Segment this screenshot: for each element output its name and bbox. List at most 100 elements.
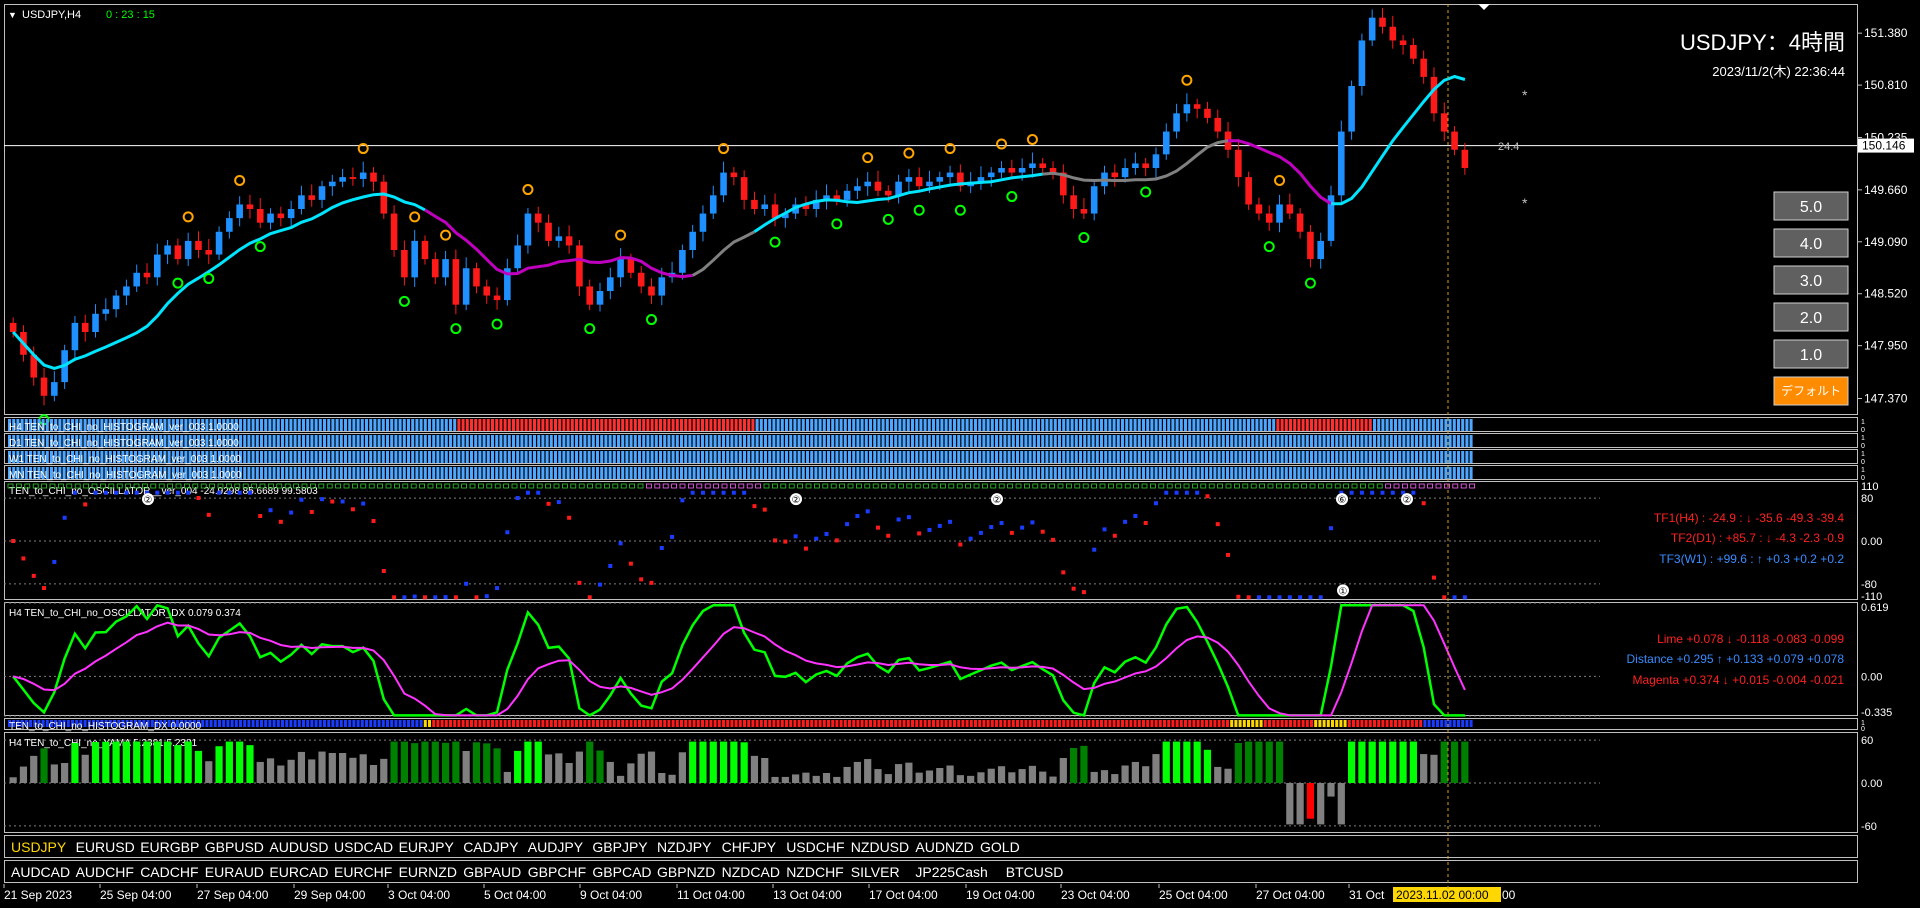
osc-dx-lime-line <box>12 603 1465 717</box>
symbol-button-jp225cash[interactable]: JP225Cash <box>915 864 987 880</box>
zoom-5-0-button[interactable]: 5.0 <box>1773 191 1849 221</box>
symbol-button-nzdusd[interactable]: NZDUSD <box>851 839 909 855</box>
hist-bar <box>1163 435 1166 447</box>
hist-bar <box>873 451 877 463</box>
default-button[interactable]: デフォルト <box>1773 376 1849 406</box>
symbol-button-eurgbp[interactable]: EURGBP <box>140 839 199 855</box>
current-price-box <box>1858 138 1914 153</box>
candle-body <box>277 213 285 219</box>
hist-bar <box>554 467 557 479</box>
yama-bar <box>647 751 656 783</box>
osc-signal-circle <box>1336 493 1348 506</box>
hist-bar <box>121 451 125 463</box>
symbol-button-usdjpy[interactable]: USDJPY <box>11 839 67 855</box>
symbol-button-gbpaud[interactable]: GBPAUD <box>463 864 521 880</box>
symbol-button-chfjpy[interactable]: CHFJPY <box>722 839 777 855</box>
symbol-button-cadjpy[interactable]: CADJPY <box>463 839 519 855</box>
yama-bar <box>1347 741 1356 783</box>
hist-bar <box>1377 435 1381 447</box>
hist-bar <box>1188 419 1192 431</box>
hist-bar <box>8 467 11 479</box>
hist-bar <box>688 467 692 479</box>
symbol-button-gbpchf[interactable]: GBPCHF <box>528 864 586 880</box>
yama-bar <box>905 762 913 783</box>
zoom-2-0-button[interactable]: 2.0 <box>1773 302 1849 332</box>
zoom-1-0-button[interactable]: 1.0 <box>1773 339 1849 369</box>
zoom-3-0-button[interactable]: 3.0 <box>1773 265 1849 295</box>
hist-bar <box>213 451 217 463</box>
osc-dot <box>1081 590 1086 595</box>
hist-bar <box>453 451 457 463</box>
symbol-button-audcad[interactable]: AUDCAD <box>11 864 70 880</box>
osc-dot <box>422 595 427 600</box>
symbol-button-usdchf[interactable]: USDCHF <box>786 839 844 855</box>
hist-bar <box>1116 451 1120 463</box>
candle-body <box>256 209 264 223</box>
hist-bar <box>402 435 406 447</box>
hist-bar <box>764 451 767 463</box>
hist-dx-bar <box>503 720 507 727</box>
symbol-button-eurjpy[interactable]: EURJPY <box>399 839 455 855</box>
hist-dx-bar <box>1284 720 1288 727</box>
hist-bar <box>134 435 137 447</box>
hist-bar <box>1360 419 1364 431</box>
symbol-button-nzdchf[interactable]: NZDCHF <box>786 864 844 880</box>
hist-dx-bar <box>234 720 238 727</box>
symbol-button-eurnzd[interactable]: EURNZD <box>399 864 457 880</box>
hist-dx-bar <box>1255 720 1259 727</box>
symbol-button-gbpcad[interactable]: GBPCAD <box>592 864 651 880</box>
symbol-button-gold[interactable]: GOLD <box>980 839 1020 855</box>
hist-bar <box>1247 435 1250 447</box>
hist-bar <box>29 467 32 479</box>
hist-bar <box>814 467 818 479</box>
symbol-button-btcusd[interactable]: BTCUSD <box>1006 864 1064 880</box>
hist-bar <box>230 467 234 479</box>
hist-dx-bar <box>755 720 759 727</box>
hist-bar <box>390 435 394 447</box>
symbol-button-audjpy[interactable]: AUDJPY <box>528 839 584 855</box>
symbol-button-euraud[interactable]: EURAUD <box>205 864 264 880</box>
hist-bar <box>810 419 814 431</box>
hist-bar <box>45 467 49 479</box>
hist-bar <box>810 451 814 463</box>
symbol-button-audusd[interactable]: AUDUSD <box>269 839 328 855</box>
symbol-button-silver[interactable]: SILVER <box>851 864 900 880</box>
hist-bar <box>125 435 129 447</box>
osc-dot <box>875 525 880 530</box>
chart-shift-icon[interactable] <box>1478 4 1490 10</box>
hist-bar <box>1465 435 1469 447</box>
osc-status-square <box>578 483 585 489</box>
zoom-4-0-button[interactable]: 4.0 <box>1773 228 1849 258</box>
symbol-button-eurcad[interactable]: EURCAD <box>269 864 328 880</box>
hist-bar <box>415 451 419 463</box>
hist-dx-bar <box>1049 720 1053 727</box>
symbol-button-cadchf[interactable]: CADCHF <box>140 864 198 880</box>
hist-bar <box>1402 419 1406 431</box>
symbol-button-gbpusd[interactable]: GBPUSD <box>205 839 264 855</box>
symbol-button-nzdcad[interactable]: NZDCAD <box>722 864 780 880</box>
symbol-button-audnzd[interactable]: AUDNZD <box>915 839 973 855</box>
hist-bar <box>772 451 776 463</box>
symbol-button-usdcad[interactable]: USDCAD <box>334 839 393 855</box>
candle-body <box>267 213 274 223</box>
time-axis-label: 9 Oct 04:00 <box>580 888 642 902</box>
window-menu-icon[interactable]: ▼ <box>8 10 17 20</box>
osc-status-square <box>1108 483 1114 489</box>
osc-dot <box>278 519 283 524</box>
hist-bar <box>1037 451 1040 463</box>
hist-bar <box>16 419 20 431</box>
hist-bar <box>877 435 881 447</box>
symbol-button-gbpnzd[interactable]: GBPNZD <box>657 864 715 880</box>
symbol-button-gbpjpy[interactable]: GBPJPY <box>592 839 648 855</box>
symbol-button-audchf[interactable]: AUDCHF <box>76 864 134 880</box>
symbol-button-eurusd[interactable]: EURUSD <box>76 839 135 855</box>
hist-dx-bar <box>171 720 175 727</box>
hist-bar <box>940 467 944 479</box>
hist-bar <box>1436 467 1439 479</box>
hist-dx-bar <box>428 720 431 727</box>
hist-bar <box>948 435 952 447</box>
hist-bar <box>1385 435 1389 447</box>
symbol-button-eurchf[interactable]: EURCHF <box>334 864 392 880</box>
symbol-button-nzdjpy[interactable]: NZDJPY <box>657 839 712 855</box>
